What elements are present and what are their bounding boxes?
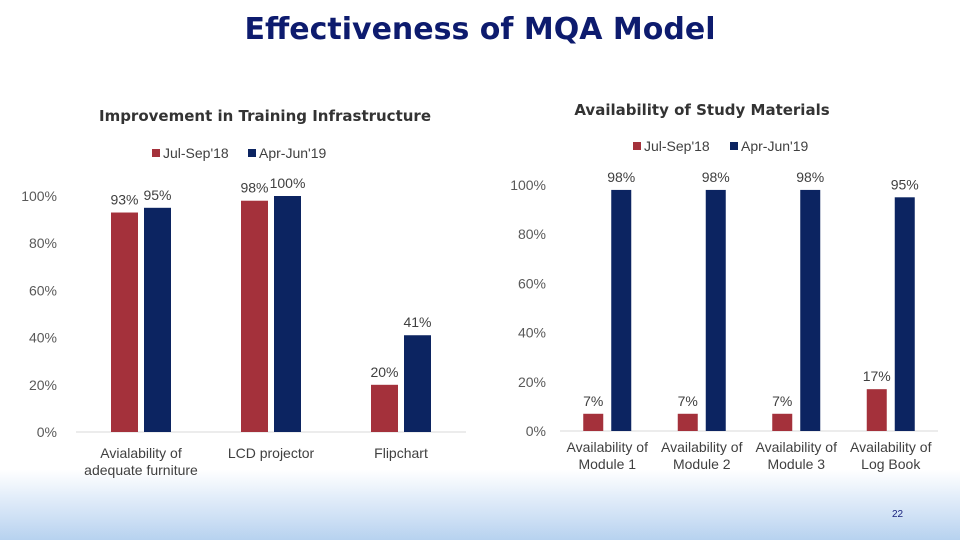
c1-legend-swatch-2 — [248, 149, 256, 157]
c1-bar-s1-2 — [371, 384, 398, 432]
c2-bar-s1-3 — [866, 389, 887, 431]
c2-ytick-0: 0% — [526, 423, 546, 439]
c2-category-3-line-0: Availability of — [850, 439, 932, 455]
c1-legend-label-1: Jul-Sep'18 — [163, 145, 229, 161]
c2-label-s1-0: 7% — [583, 393, 603, 409]
c2-legend-label-1: Jul-Sep'18 — [644, 138, 710, 154]
c2-legend-swatch-2 — [730, 142, 738, 150]
c1-bar-s2-2 — [404, 335, 431, 432]
c1-ytick-1: 20% — [29, 377, 57, 393]
page-number: 22 — [892, 509, 904, 520]
c2-category-0-line-0: Availability of — [567, 439, 649, 455]
c1-category-2-line-0: Flipchart — [374, 445, 428, 461]
c1-label-s2-1: 100% — [270, 175, 306, 191]
c2-bar-s2-3 — [894, 197, 915, 431]
c1-ytick-3: 60% — [29, 282, 57, 298]
c2-category-0-line-1: Module 1 — [578, 456, 636, 472]
c1-category-1-line-0: LCD projector — [228, 445, 315, 461]
slide-title: Effectiveness of MQA Model — [244, 12, 716, 47]
c2-ytick-2: 40% — [518, 325, 546, 341]
c1-label-s1-1: 98% — [240, 180, 268, 196]
c1-ytick-0: 0% — [37, 424, 57, 440]
c1-ytick-5: 100% — [21, 188, 57, 204]
c2-ytick-5: 100% — [510, 177, 546, 193]
c2-category-3-line-1: Log Book — [861, 456, 921, 472]
c1-label-s1-2: 20% — [370, 364, 398, 380]
c1-bar-s2-0 — [144, 207, 171, 432]
c2-label-s1-3: 17% — [863, 368, 891, 384]
c2-legend-label-2: Apr-Jun'19 — [741, 138, 808, 154]
c1-legend-label-2: Apr-Jun'19 — [259, 145, 326, 161]
c2-bar-s2-1 — [705, 189, 726, 431]
c1-label-s1-0: 93% — [110, 192, 138, 208]
c1-category-0-line-0: Avialability of — [100, 445, 182, 461]
c2-category-1-line-0: Availability of — [661, 439, 743, 455]
c1-category-0-line-1: adequate furniture — [84, 462, 198, 478]
c1-ytick-4: 80% — [29, 235, 57, 251]
c1-title: Improvement in Training Infrastructure — [99, 107, 431, 125]
c2-label-s2-3: 95% — [891, 176, 919, 192]
c1-bar-s2-1 — [274, 196, 301, 432]
c1-legend-swatch-1 — [152, 149, 160, 157]
c2-category-2-line-1: Module 3 — [767, 456, 825, 472]
c2-label-s1-2: 7% — [772, 393, 792, 409]
c2-label-s2-1: 98% — [702, 169, 730, 185]
c2-category-2-line-0: Availability of — [756, 439, 838, 455]
c2-label-s2-2: 98% — [796, 169, 824, 185]
c2-bar-s1-0 — [583, 413, 604, 431]
c2-title: Availability of Study Materials — [574, 101, 829, 119]
c1-ytick-2: 40% — [29, 330, 57, 346]
c2-bar-s2-0 — [611, 189, 632, 431]
c2-category-1-line-1: Module 2 — [673, 456, 731, 472]
c2-legend-swatch-1 — [633, 142, 641, 150]
c2-label-s2-0: 98% — [607, 169, 635, 185]
c2-bar-s2-2 — [800, 189, 821, 431]
c1-label-s2-2: 41% — [403, 314, 431, 330]
c1-label-s2-0: 95% — [143, 187, 171, 203]
c2-ytick-3: 60% — [518, 275, 546, 291]
c2-bar-s1-1 — [677, 413, 698, 431]
c2-ytick-4: 80% — [518, 226, 546, 242]
slide-background-gradient — [0, 470, 960, 540]
c1-bar-s1-1 — [241, 200, 268, 432]
c2-label-s1-1: 7% — [678, 393, 698, 409]
c1-bar-s1-0 — [111, 212, 138, 432]
c2-ytick-1: 20% — [518, 374, 546, 390]
c2-bar-s1-2 — [772, 413, 793, 431]
